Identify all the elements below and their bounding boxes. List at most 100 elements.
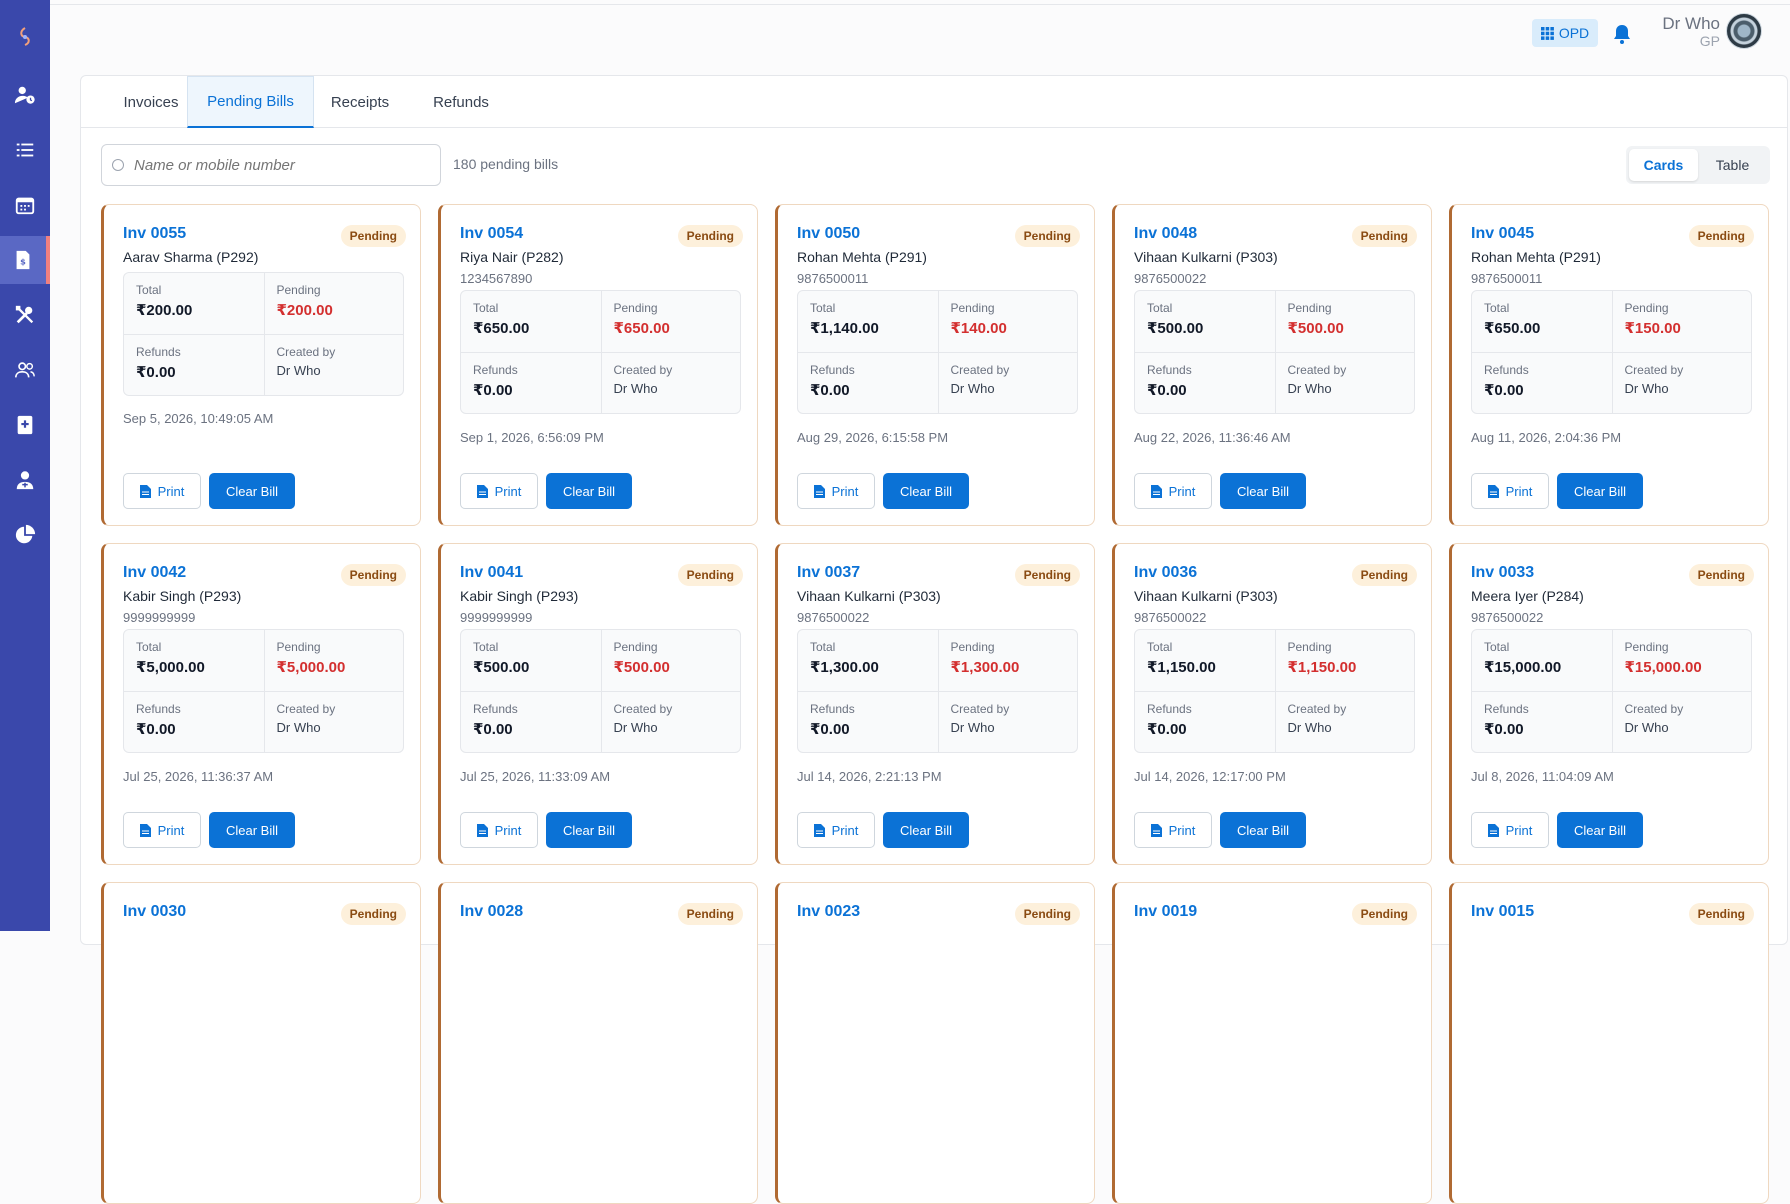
print-button[interactable]: Print (460, 473, 538, 509)
invoice-number[interactable]: Inv 0050 (797, 225, 861, 242)
medical-record-icon[interactable] (0, 401, 50, 449)
print-button[interactable]: Print (123, 812, 201, 848)
invoice-number[interactable]: Inv 0036 (1134, 564, 1198, 581)
refunds-amount: ₹0.00 (1484, 721, 1524, 738)
print-button[interactable]: Print (1134, 812, 1212, 848)
created-by-value: Dr Who (276, 363, 321, 378)
bill-date: Aug 11, 2026, 2:04:36 PM (1471, 430, 1622, 445)
refunds-label: Refunds (136, 345, 181, 359)
refunds-cell: Refunds ₹0.00 (124, 334, 264, 395)
patients-icon[interactable] (0, 71, 50, 119)
invoice-number[interactable]: Inv 0033 (1471, 564, 1535, 581)
tools-icon[interactable] (0, 291, 50, 339)
doctor-icon[interactable] (0, 456, 50, 504)
clear-bill-button[interactable]: Clear Bill (883, 812, 969, 848)
patient-name: Rohan Mehta (P291) (797, 249, 927, 265)
bill-card: Inv 0030 Pending (101, 882, 421, 1204)
clear-bill-button[interactable]: Clear Bill (1220, 812, 1306, 848)
print-button[interactable]: Print (1471, 812, 1549, 848)
svg-text:$: $ (20, 257, 26, 267)
clear-bill-button[interactable]: Clear Bill (209, 812, 295, 848)
status-badge: Pending (1351, 903, 1417, 925)
invoice-number[interactable]: Inv 0037 (797, 564, 861, 581)
grid-icon (1540, 26, 1554, 40)
created-by-label: Created by (276, 345, 336, 359)
print-button[interactable]: Print (1134, 473, 1212, 509)
tab-receipts[interactable]: Receipts (330, 93, 390, 111)
reports-pie-icon[interactable] (0, 511, 50, 559)
invoice-number[interactable]: Inv 0045 (1471, 225, 1535, 242)
invoice-number[interactable]: Inv 0054 (460, 225, 524, 242)
created-by-label: Created by (1624, 363, 1684, 377)
clear-bill-button[interactable]: Clear Bill (546, 473, 632, 509)
tab-refunds[interactable]: Refunds (433, 93, 489, 111)
total-cell: Total ₹1,140.00 (798, 291, 938, 352)
opd-switch-button[interactable]: OPD (1532, 19, 1598, 47)
table-view-button[interactable]: Table (1715, 157, 1750, 173)
invoice-number[interactable]: Inv 0015 (1471, 903, 1535, 920)
pending-amount: ₹15,000.00 (1624, 659, 1702, 676)
pending-label: Pending (613, 640, 658, 654)
refunds-amount: ₹0.00 (136, 721, 176, 738)
bill-stats: Total ₹200.00 Pending ₹200.00 Refunds ₹0… (123, 272, 404, 396)
invoice-number[interactable]: Inv 0030 (123, 903, 187, 920)
clear-bill-button[interactable]: Clear Bill (209, 473, 295, 509)
print-label: Print (831, 483, 859, 499)
created-by-cell: Created by Dr Who (1274, 691, 1414, 752)
print-label: Print (157, 483, 185, 499)
document-icon (1487, 484, 1499, 498)
pending-amount: ₹140.00 (950, 320, 1007, 337)
notification-bell-icon[interactable] (1610, 22, 1634, 46)
print-button[interactable]: Print (797, 812, 875, 848)
refunds-cell: Refunds ₹0.00 (1472, 352, 1612, 413)
cards-view-button[interactable]: Cards (1629, 149, 1698, 181)
app-logo-icon[interactable] (0, 14, 50, 58)
clear-bill-button[interactable]: Clear Bill (1557, 473, 1643, 509)
avatar[interactable] (1726, 13, 1762, 49)
invoice-number[interactable]: Inv 0028 (460, 903, 524, 920)
print-button[interactable]: Print (1471, 473, 1549, 509)
clear-bill-button[interactable]: Clear Bill (1557, 812, 1643, 848)
refunds-label: Refunds (1147, 363, 1192, 377)
tab-invoices[interactable]: Invoices (123, 93, 179, 111)
bill-stats: Total ₹500.00 Pending ₹500.00 Refunds ₹0… (460, 629, 741, 753)
pending-label: Pending (1624, 640, 1669, 654)
pending-label: Pending (276, 283, 321, 297)
print-label: Print (1168, 483, 1196, 499)
list-icon[interactable] (0, 126, 50, 174)
billing-icon[interactable]: $ (0, 236, 50, 284)
search-box[interactable] (101, 144, 441, 186)
print-button[interactable]: Print (797, 473, 875, 509)
invoice-number[interactable]: Inv 0023 (797, 903, 861, 920)
invoice-number[interactable]: Inv 0041 (460, 564, 524, 581)
invoice-number[interactable]: Inv 0055 (123, 225, 187, 242)
invoice-number[interactable]: Inv 0048 (1134, 225, 1198, 242)
document-icon (476, 823, 488, 837)
patient-name: Vihaan Kulkarni (P303) (1134, 249, 1278, 265)
opd-label: OPD (1558, 25, 1590, 41)
print-button[interactable]: Print (123, 473, 201, 509)
tab-pending-bills[interactable]: Pending Bills (187, 76, 314, 128)
created-by-cell: Created by Dr Who (1611, 691, 1751, 752)
print-label: Print (1505, 822, 1533, 838)
created-by-cell: Created by Dr Who (937, 691, 1077, 752)
clear-bill-button[interactable]: Clear Bill (546, 812, 632, 848)
calendar-icon[interactable] (0, 181, 50, 229)
bill-date: Jul 14, 2026, 12:17:00 PM (1134, 769, 1286, 784)
status-badge: Pending (677, 564, 743, 586)
refunds-cell: Refunds ₹0.00 (798, 691, 938, 752)
invoice-number[interactable]: Inv 0042 (123, 564, 187, 581)
pending-label: Pending (276, 640, 321, 654)
created-by-value: Dr Who (613, 381, 658, 396)
search-input[interactable] (134, 156, 424, 174)
print-button[interactable]: Print (460, 812, 538, 848)
refunds-label: Refunds (1147, 702, 1192, 716)
created-by-value: Dr Who (1624, 720, 1669, 735)
bill-card: Inv 0023 Pending (775, 882, 1095, 1204)
invoice-number[interactable]: Inv 0019 (1134, 903, 1198, 920)
patient-name: Rohan Mehta (P291) (1471, 249, 1601, 265)
users-icon[interactable] (0, 346, 50, 394)
clear-bill-button[interactable]: Clear Bill (883, 473, 969, 509)
clear-bill-button[interactable]: Clear Bill (1220, 473, 1306, 509)
patient-phone: 9876500022 (797, 610, 870, 625)
